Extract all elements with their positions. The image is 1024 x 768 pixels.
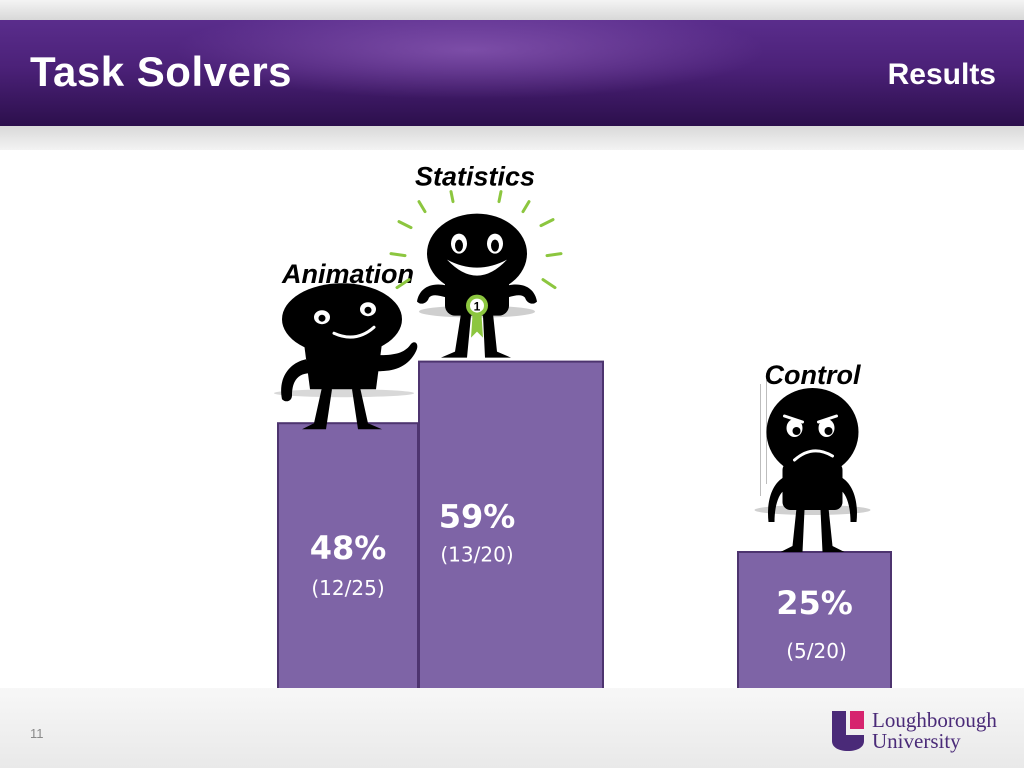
bar-control	[737, 551, 892, 693]
page-number: 11	[30, 726, 44, 741]
value-label-control: 25%	[776, 584, 853, 622]
category-label-animation: Animation	[281, 259, 414, 289]
fraction-label-control: (5/20)	[786, 639, 847, 663]
bar-statistics	[418, 360, 604, 693]
header-separator	[0, 126, 1024, 150]
fraction-label-statistics: (13/20)	[440, 543, 513, 567]
category-label-control: Control	[765, 360, 861, 390]
happy-figure-icon	[274, 283, 418, 430]
section-label: Results	[887, 58, 996, 91]
logo-line-1: Loughborough	[872, 708, 997, 732]
value-label-animation: 48%	[310, 529, 387, 567]
bar-animation	[277, 422, 419, 693]
top-strip	[0, 0, 1024, 20]
fraction-label-animation: (12/25)	[311, 576, 384, 600]
slide-title: Task Solvers	[30, 48, 293, 95]
value-label-statistics: 59%	[439, 498, 516, 536]
header-bar	[0, 20, 1024, 126]
sad-figure-icon	[754, 380, 871, 552]
logo-line-2: University	[872, 729, 961, 753]
winner-figure-icon: 1	[389, 190, 563, 358]
svg-text:1: 1	[474, 300, 481, 314]
category-label-statistics: Statistics	[415, 162, 535, 192]
first-place-ribbon-icon: 1	[466, 294, 488, 338]
logo-mark-icon	[832, 711, 864, 751]
university-logo: Loughborough University	[832, 708, 1012, 755]
